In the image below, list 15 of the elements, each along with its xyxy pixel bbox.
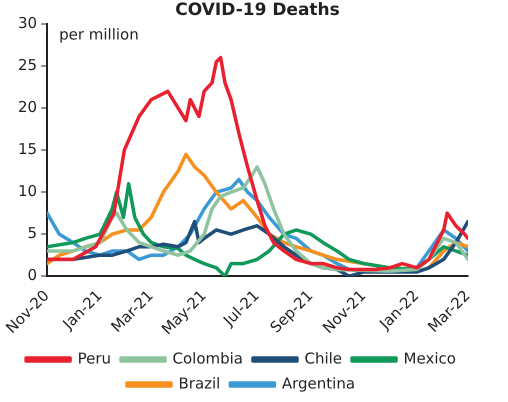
legend-label: Chile [304,349,342,368]
y-tick-label: 5 [28,224,38,242]
legend-label: Peru [78,349,112,368]
legend-label: Brazil [178,374,220,392]
y-tick-label: 0 [28,266,38,284]
legend-label: Argentina [282,374,356,392]
y-axis-title: per million [59,25,139,44]
y-tick-label: 15 [18,140,38,158]
legend-label: Mexico [404,349,456,368]
y-tick-label: 20 [18,98,38,116]
y-tick-label: 25 [18,56,38,74]
chart-title: COVID-19 Deaths [175,0,340,20]
legend-label: Colombia [172,349,244,368]
y-tick-label: 10 [18,182,38,200]
y-tick-label: 30 [18,14,38,32]
